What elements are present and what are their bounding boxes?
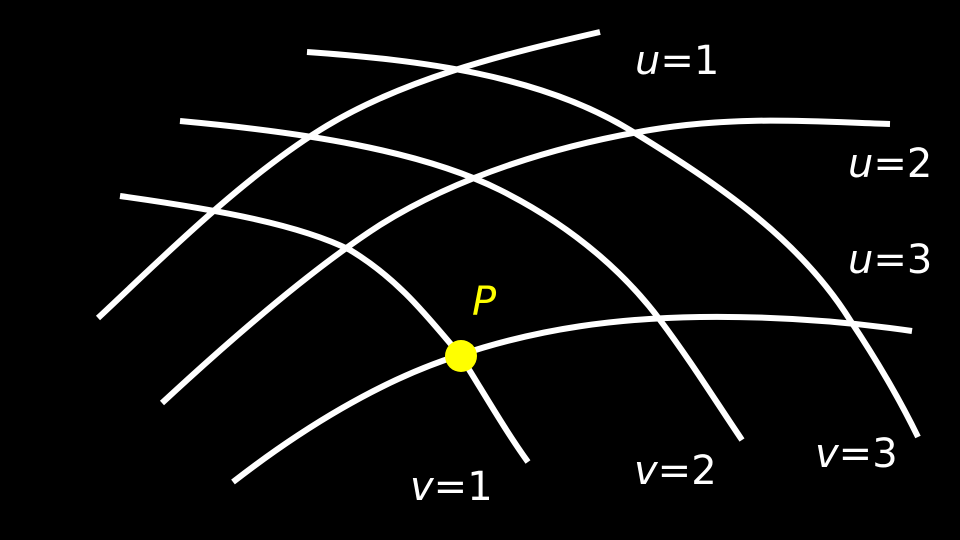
v3-label: v=3 [815, 431, 898, 477]
point-p-marker [445, 340, 477, 372]
u3-curve [119, 193, 531, 464]
v1-curve [95, 29, 601, 321]
u2-label: u=2 [848, 141, 932, 187]
v2-label: v=2 [634, 448, 717, 494]
u2-curve [179, 118, 745, 442]
v2-curve [159, 117, 891, 406]
u1-label: u=1 [635, 38, 719, 84]
u3-label: u=3 [848, 237, 932, 283]
point-p-label: P [472, 279, 497, 325]
v1-label: v=1 [410, 464, 493, 510]
v3-curve [231, 313, 913, 485]
